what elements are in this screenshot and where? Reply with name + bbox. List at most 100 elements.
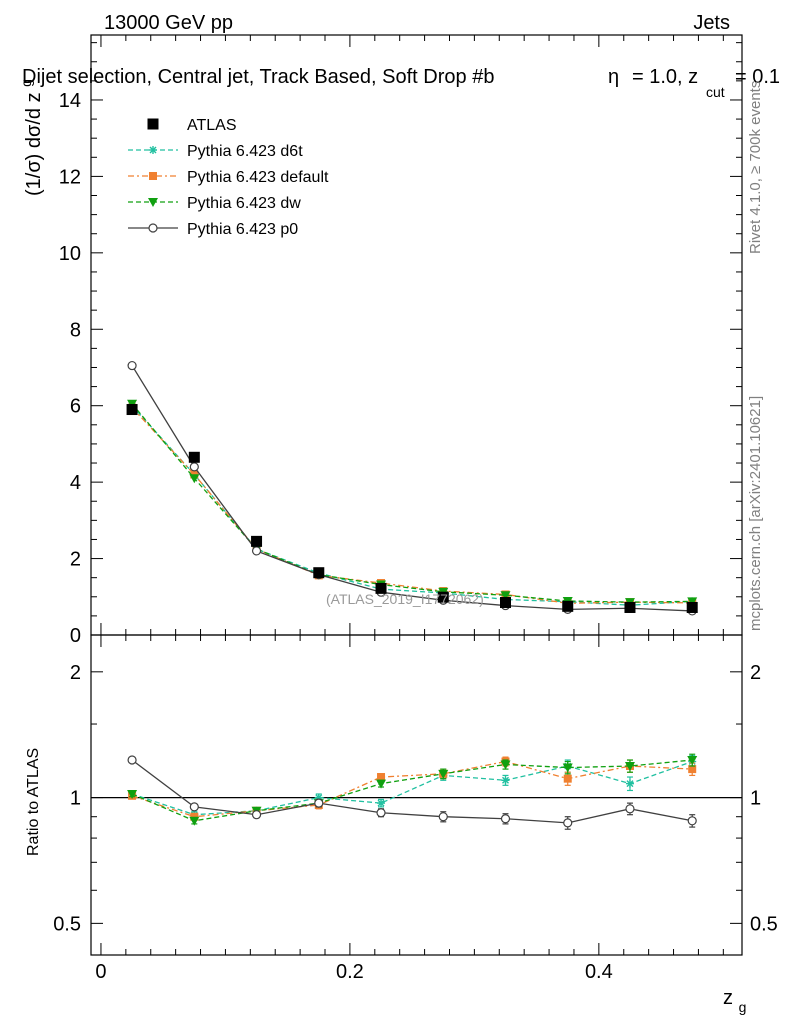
y-axis-title-sub: g <box>18 79 34 87</box>
ratio-dw-point <box>624 762 635 772</box>
ratio-d6t-point <box>377 799 386 808</box>
ratio-p0-point <box>314 798 324 808</box>
legend-marker-dw <box>148 198 158 207</box>
ratio-d6t-line <box>131 760 693 816</box>
ratio-y-axis-title: Ratio to ATLAS <box>25 748 42 856</box>
atlas-point <box>251 535 263 547</box>
ratio-dw-point <box>127 790 138 800</box>
ratio-y-tick-label: 0.5 <box>53 913 81 935</box>
ratio-p0-point <box>500 814 511 824</box>
ratio-dw-point <box>189 816 200 826</box>
d6t-line <box>131 405 693 606</box>
y-tick-label: 14 <box>59 90 81 112</box>
legend-label-default: Pythia 6.423 default <box>187 169 329 186</box>
ratio-p0-point <box>189 802 199 812</box>
plot-title-tail: = 1.0, z <box>632 66 698 88</box>
x-axis-title-text: z <box>723 987 733 1009</box>
p0-point <box>127 360 137 371</box>
legend-entry-d6t: Pythia 6.423 d6t <box>128 143 303 160</box>
ratio-dw-point <box>687 756 698 766</box>
y-tick-label: 6 <box>70 396 81 418</box>
y-axis-title-text: (1/σ) dσ/d z <box>23 92 45 196</box>
legend-label-d6t: Pythia 6.423 d6t <box>187 143 303 160</box>
header-right: Jets <box>693 12 730 34</box>
plot-title-main: Dijet selection, Central jet, Track Base… <box>22 66 494 88</box>
atlas-point <box>375 582 387 594</box>
legend-marker-default <box>149 172 157 180</box>
d6t-star-stroke <box>149 146 157 154</box>
legend-marker-atlas <box>147 118 159 130</box>
ratio-series-p0 <box>127 755 697 830</box>
p0-line <box>131 365 693 612</box>
p0-point <box>189 462 199 472</box>
d6t-star-stroke <box>377 799 385 807</box>
ratio-d6t-point <box>625 779 634 788</box>
y-axis-title: (1/σ) dσ/d z g <box>18 79 45 196</box>
ratio-y-tick-label-right: 1 <box>750 788 761 810</box>
dw-point <box>500 591 511 601</box>
legend: ATLAS Pythia 6.423 d6t Pythia 6.423 defaul… <box>128 117 329 238</box>
legend-label-atlas: ATLAS <box>187 117 237 134</box>
ratio-dw-point <box>562 763 573 773</box>
ratio-default-point <box>688 765 697 774</box>
d6t-star-stroke <box>626 780 634 788</box>
y-tick-label: 12 <box>59 166 81 188</box>
ratio-p0-point <box>625 804 635 814</box>
ratio-p0-point <box>438 812 448 822</box>
y-tick-label: 4 <box>70 472 81 494</box>
ratio-ticks: 0.5 0.5 1 1 2 2 0 0.2 0.4 <box>53 635 778 983</box>
atlas-point <box>437 591 449 603</box>
side-label-rivet: Rivet 4.1.0, ≥ 700k events <box>747 81 764 254</box>
atlas-point <box>499 597 511 609</box>
plot-title-eta: η <box>608 66 619 88</box>
main-ticks: 0 2 4 6 8 10 12 14 <box>59 35 742 647</box>
plot-title-end: = 0.1 <box>735 66 780 88</box>
plot-title-sub: cut <box>706 84 725 100</box>
dw-point <box>687 597 698 607</box>
x-tick-label: 0 <box>95 961 106 983</box>
plot-title: Dijet selection, Central jet, Track Base… <box>22 66 780 102</box>
x-axis-title-sub: g <box>739 999 747 1015</box>
series-default <box>128 403 697 608</box>
atlas-point <box>686 601 698 613</box>
ratio-p0-point <box>563 818 573 828</box>
y-tick-label: 10 <box>59 243 81 265</box>
dw-point <box>189 474 200 484</box>
series-d6t <box>128 401 697 610</box>
header-left: 13000 GeV pp <box>104 12 233 34</box>
legend-entry-p0: Pythia 6.423 p0 <box>128 221 298 238</box>
series-dw <box>127 399 698 608</box>
x-tick-label: 0.4 <box>585 961 613 983</box>
ratio-y-tick-label-right: 2 <box>750 662 761 684</box>
ratio-plot-frame <box>90 634 743 956</box>
y-tick-label: 8 <box>70 319 81 341</box>
ratio-p0-point <box>376 808 386 818</box>
atlas-point <box>188 451 200 463</box>
ratio-default-point <box>377 773 386 782</box>
ratio-y-tick-label-right: 0.5 <box>750 913 778 935</box>
ratio-default-point <box>190 812 199 821</box>
ratio-p0-point <box>251 810 262 820</box>
ratio-p0-line <box>131 759 693 824</box>
atlas-point <box>126 404 138 416</box>
x-tick-label: 0.2 <box>336 961 364 983</box>
legend-label-p0: Pythia 6.423 p0 <box>187 221 298 238</box>
ratio-p0-point <box>687 816 697 826</box>
ratio-default-point <box>563 774 572 783</box>
legend-marker-p0 <box>148 223 158 233</box>
legend-marker-d6t <box>149 146 157 154</box>
ratio-dw-point <box>500 760 511 770</box>
legend-entry-default: Pythia 6.423 default <box>128 169 329 186</box>
default-line <box>131 407 693 604</box>
x-axis-title: z g <box>723 987 746 1015</box>
ratio-series <box>127 753 698 830</box>
ratio-y-tick-label: 1 <box>70 788 81 810</box>
series-atlas <box>126 404 698 613</box>
ratio-dw-point <box>376 779 387 789</box>
side-label-mcplots: mcplots.cern.ch [arXiv:2401.10621] <box>747 396 764 631</box>
ratio-dw-point <box>438 769 449 779</box>
y-tick-label: 0 <box>70 625 81 647</box>
main-series <box>126 360 698 616</box>
series-p0 <box>127 360 697 616</box>
